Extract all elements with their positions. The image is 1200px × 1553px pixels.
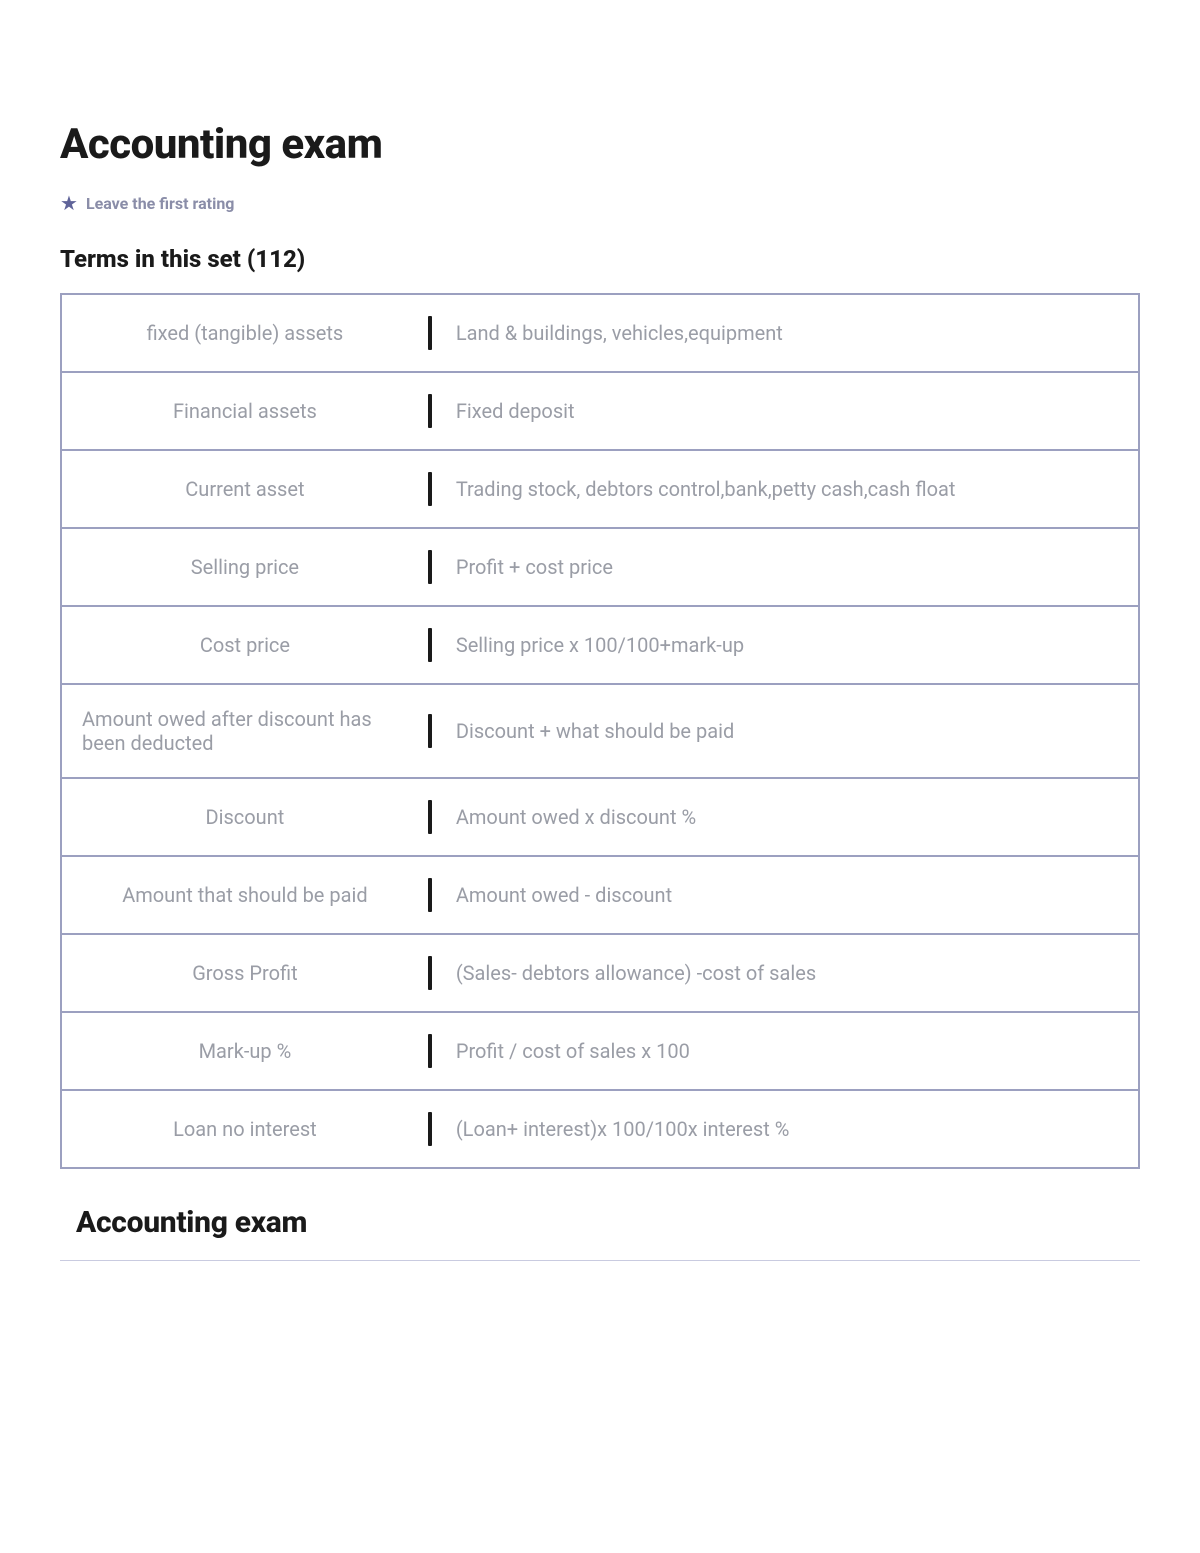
table-row: Current assetTrading stock, debtors cont… xyxy=(62,451,1138,529)
table-row: Cost priceSelling price x 100/100+mark-u… xyxy=(62,607,1138,685)
footer-title: Accounting exam xyxy=(76,1205,1140,1240)
term-cell: Gross Profit xyxy=(62,935,428,1011)
table-row: Gross Profit(Sales- debtors allowance) -… xyxy=(62,935,1138,1013)
table-row: Amount that should be paidAmount owed - … xyxy=(62,857,1138,935)
table-row: DiscountAmount owed x discount % xyxy=(62,779,1138,857)
term-cell: Discount xyxy=(62,779,428,855)
table-row: Loan no interest(Loan+ interest)x 100/10… xyxy=(62,1091,1138,1169)
definition-cell: Discount + what should be paid xyxy=(432,685,1138,777)
term-cell: Loan no interest xyxy=(62,1091,428,1167)
term-cell: Selling price xyxy=(62,529,428,605)
footer-rule xyxy=(60,1260,1140,1261)
term-cell: Mark-up % xyxy=(62,1013,428,1089)
table-row: fixed (tangible) assetsLand & buildings,… xyxy=(62,295,1138,373)
table-row: Amount owed after discount has been dedu… xyxy=(62,685,1138,779)
definition-cell: Land & buildings, vehicles,equipment xyxy=(432,295,1138,371)
term-cell: Current asset xyxy=(62,451,428,527)
table-row: Financial assetsFixed deposit xyxy=(62,373,1138,451)
definition-cell: Selling price x 100/100+mark-up xyxy=(432,607,1138,683)
table-row: Selling priceProfit + cost price xyxy=(62,529,1138,607)
terms-subheader: Terms in this set (112) xyxy=(60,245,1140,273)
definition-cell: Amount owed - discount xyxy=(432,857,1138,933)
table-row: Mark-up %Profit / cost of sales x 100 xyxy=(62,1013,1138,1091)
term-cell: Amount owed after discount has been dedu… xyxy=(62,685,428,777)
definition-cell: Profit + cost price xyxy=(432,529,1138,605)
terms-table: fixed (tangible) assetsLand & buildings,… xyxy=(60,293,1140,1169)
term-cell: Financial assets xyxy=(62,373,428,449)
definition-cell: (Loan+ interest)x 100/100x interest % xyxy=(432,1091,1138,1167)
definition-cell: Fixed deposit xyxy=(432,373,1138,449)
star-icon: ★ xyxy=(60,193,78,213)
rating-text: Leave the first rating xyxy=(86,194,235,213)
definition-cell: (Sales- debtors allowance) -cost of sale… xyxy=(432,935,1138,1011)
term-cell: Amount that should be paid xyxy=(62,857,428,933)
term-cell: Cost price xyxy=(62,607,428,683)
definition-cell: Profit / cost of sales x 100 xyxy=(432,1013,1138,1089)
definition-cell: Trading stock, debtors control,bank,pett… xyxy=(432,451,1138,527)
rating-cta[interactable]: ★ Leave the first rating xyxy=(60,193,1140,213)
page-title: Accounting exam xyxy=(60,120,1140,169)
definition-cell: Amount owed x discount % xyxy=(432,779,1138,855)
term-cell: fixed (tangible) assets xyxy=(62,295,428,371)
